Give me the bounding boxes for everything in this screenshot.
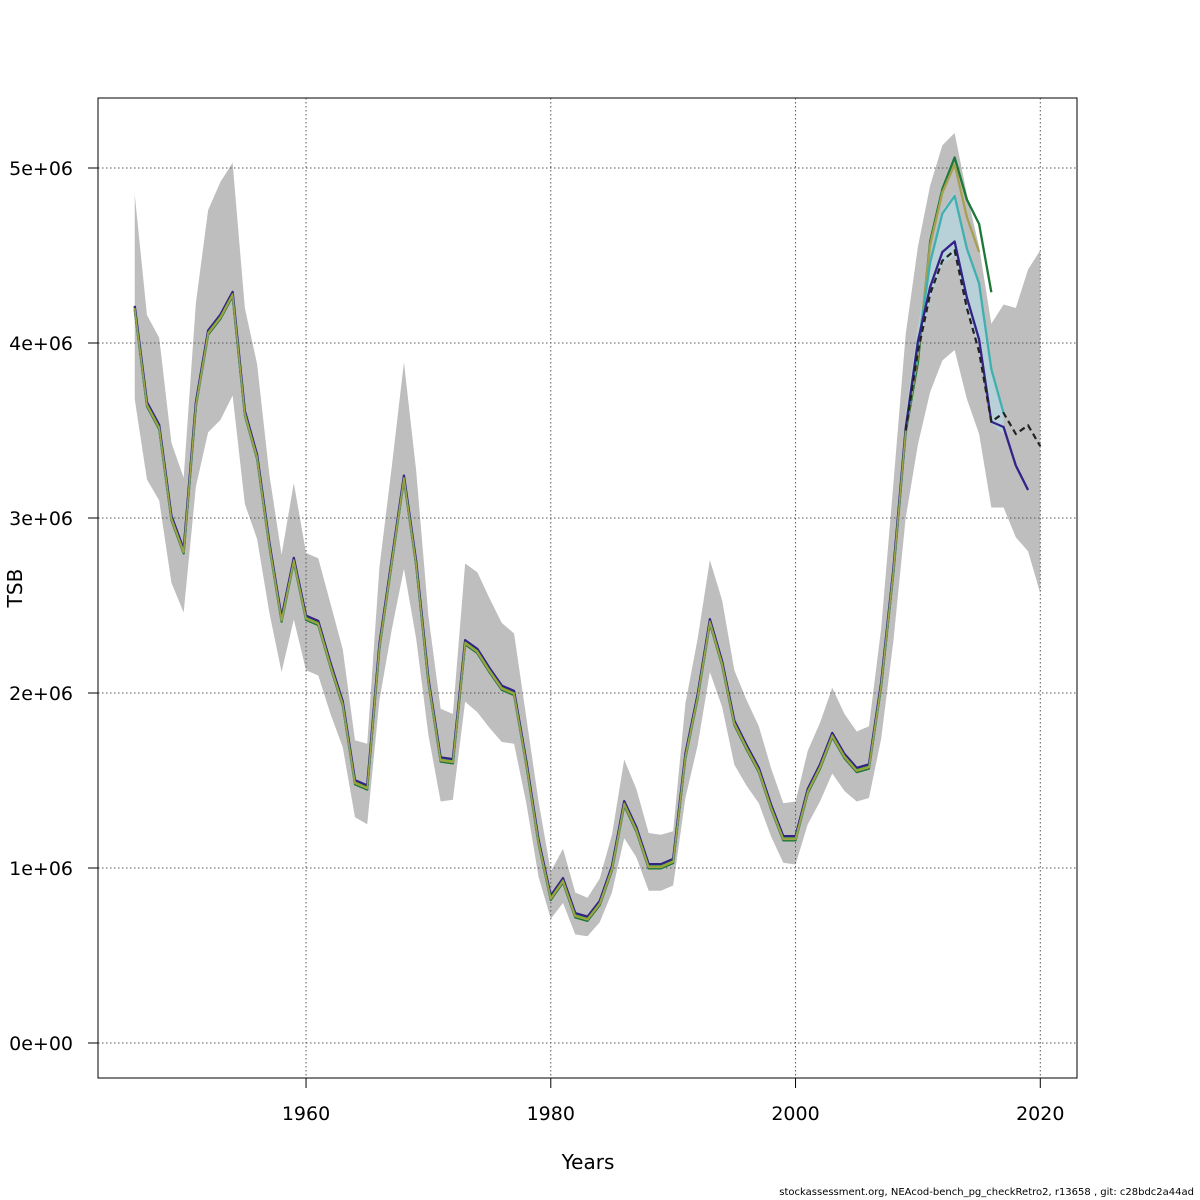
plot-frame bbox=[97, 97, 1078, 1079]
grid-layer bbox=[98, 98, 1077, 1078]
y-tick-label: 1e+06 bbox=[9, 858, 73, 880]
y-tick-label: 5e+06 bbox=[9, 158, 73, 180]
y-axis-label: TSB bbox=[3, 569, 27, 609]
confidence-band-layer bbox=[134, 133, 1041, 937]
estimate-line-olive bbox=[134, 294, 907, 921]
y-tick-label: 0e+00 bbox=[9, 1033, 73, 1055]
x-tick-label: 2020 bbox=[1016, 1103, 1064, 1125]
confidence-band bbox=[134, 133, 1041, 937]
y-tick-label: 2e+06 bbox=[9, 683, 73, 705]
estimate-dashed-line bbox=[904, 249, 1042, 447]
y-tick-label: 3e+06 bbox=[9, 508, 73, 530]
footer-note: stockassessment.org, NEAcod-bench_pg_che… bbox=[779, 1187, 1194, 1198]
x-axis-label: Years bbox=[561, 1150, 615, 1174]
y-tick-label: 4e+06 bbox=[9, 333, 73, 355]
series-layer bbox=[133, 156, 1042, 922]
x-tick-label: 1980 bbox=[527, 1103, 575, 1125]
x-tick-label: 2000 bbox=[771, 1103, 819, 1125]
x-tick-label: 1960 bbox=[282, 1103, 330, 1125]
axis-layer: 1960 1980 2000 2020 0e+00 1e+06 2e+06 3e+06 4e+0… bbox=[9, 97, 1078, 1125]
